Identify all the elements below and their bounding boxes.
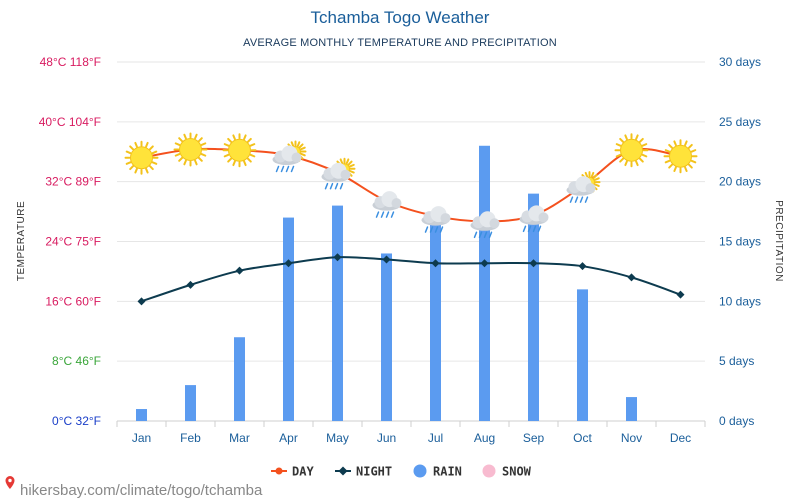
legend-item-snow: SNOW xyxy=(482,464,532,479)
rain-bar xyxy=(479,145,490,421)
rain-bar xyxy=(283,217,294,421)
legend-marker xyxy=(413,464,427,478)
night-point xyxy=(382,255,391,264)
left-tick-label: 16°C 60°F xyxy=(45,294,101,308)
rain-bar xyxy=(626,397,637,421)
night-point xyxy=(333,253,342,262)
x-tick-label: Oct xyxy=(573,431,592,445)
rain-bar xyxy=(381,253,392,421)
rain-bar xyxy=(528,193,539,421)
sun-icon xyxy=(663,139,698,174)
legend-item-rain: RAIN xyxy=(413,464,462,479)
sun-icon xyxy=(222,133,257,168)
rain-bar xyxy=(136,409,147,421)
legend-label: NIGHT xyxy=(356,465,392,479)
rain-bar xyxy=(185,385,196,421)
sun-rays xyxy=(663,139,698,174)
sun-rays xyxy=(222,133,257,168)
x-tick-label: Sep xyxy=(523,431,545,445)
left-axis-title: TEMPERATURE xyxy=(16,201,27,281)
sun-rays xyxy=(614,133,649,168)
right-tick-label: 5 days xyxy=(719,354,754,368)
left-tick-label: 48°C 118°F xyxy=(40,55,101,69)
legend-item-day: DAY xyxy=(271,465,314,479)
day-temperature-line xyxy=(141,147,681,223)
left-tick-label: 24°C 75°F xyxy=(45,235,101,249)
sun-rays xyxy=(124,140,159,175)
x-tick-label: Feb xyxy=(180,431,201,445)
left-tick-label: 0°C 32°F xyxy=(52,414,101,428)
temperature-lines xyxy=(137,146,685,306)
legend-marker xyxy=(338,466,348,476)
watermark: hikersbay.com/climate/togo/tchamba xyxy=(5,476,263,499)
right-tick-label: 10 days xyxy=(719,294,761,308)
rain-bars xyxy=(136,145,637,421)
gridlines xyxy=(116,61,706,427)
left-tick-label: 32°C 89°F xyxy=(45,175,101,189)
right-axis-title: PRECIPITATION xyxy=(773,200,784,282)
night-point xyxy=(676,290,685,299)
x-tick-label: Apr xyxy=(279,431,298,445)
night-point xyxy=(480,259,489,268)
sun-icon xyxy=(173,132,208,167)
rain-sun-icon xyxy=(566,171,601,203)
night-point xyxy=(529,259,538,268)
rain-bar xyxy=(332,205,343,421)
location-pin-icon xyxy=(5,476,15,489)
x-tick-label: Jul xyxy=(428,431,443,445)
night-point xyxy=(284,259,293,268)
right-tick-label: 15 days xyxy=(719,235,761,249)
x-tick-label: Mar xyxy=(229,431,250,445)
legend-marker xyxy=(275,467,283,475)
rain-icon xyxy=(519,205,549,233)
legend-marker xyxy=(482,464,496,478)
night-temperature-line xyxy=(141,256,681,303)
rain-sun-icon xyxy=(321,157,356,190)
rain-bar xyxy=(430,217,441,421)
night-point xyxy=(578,262,587,271)
rain-icon xyxy=(421,206,451,233)
chart-subtitle: AVERAGE MONTHLY TEMPERATURE AND PRECIPIT… xyxy=(243,37,557,49)
legend-label: SNOW xyxy=(502,465,532,479)
legend-label: DAY xyxy=(292,465,314,479)
right-axis-ticks: 0 days 5 days 10 days 15 days 20 days 25 days… xyxy=(719,55,761,428)
sun-icon xyxy=(124,140,159,175)
left-axis-ticks: 0°C 32°F 8°C 46°F 16°C 60°F 24°C 75°F 32°C 8… xyxy=(39,55,101,428)
legend: DAY NIGHT RAIN SNOW xyxy=(271,464,532,479)
rain-bar xyxy=(234,337,245,421)
x-axis-ticks: Jan Feb Mar Apr May Jun Jul Aug Sep Oct Nov Dec xyxy=(132,431,691,445)
sun-icon xyxy=(614,133,649,168)
night-point xyxy=(627,273,636,282)
right-tick-label: 25 days xyxy=(719,115,761,129)
legend-item-night: NIGHT xyxy=(335,465,392,479)
x-tick-label: Nov xyxy=(621,431,642,445)
right-tick-label: 0 days xyxy=(719,414,754,428)
night-point xyxy=(186,280,195,289)
left-tick-label: 8°C 46°F xyxy=(52,354,101,368)
right-tick-label: 20 days xyxy=(719,175,761,189)
rain-icon xyxy=(470,211,500,239)
rain-bar xyxy=(577,289,588,421)
x-tick-label: Jun xyxy=(377,431,396,445)
x-tick-label: Dec xyxy=(670,431,691,445)
x-tick-label: Aug xyxy=(474,431,495,445)
rain-icon xyxy=(372,191,402,218)
left-tick-label: 40°C 104°F xyxy=(39,115,101,129)
night-point xyxy=(431,259,440,268)
watermark-text: hikersbay.com/climate/togo/tchamba xyxy=(20,482,263,499)
weather-icons xyxy=(124,132,698,239)
x-tick-label: Jan xyxy=(132,431,151,445)
chart-title: Tchamba Togo Weather xyxy=(311,8,490,27)
rain-sun-icon xyxy=(272,140,307,173)
night-point xyxy=(235,266,244,275)
sun-rays xyxy=(173,132,208,167)
right-tick-label: 30 days xyxy=(719,55,761,69)
legend-label: RAIN xyxy=(433,465,462,479)
x-tick-label: May xyxy=(326,431,349,445)
night-point xyxy=(137,297,146,306)
